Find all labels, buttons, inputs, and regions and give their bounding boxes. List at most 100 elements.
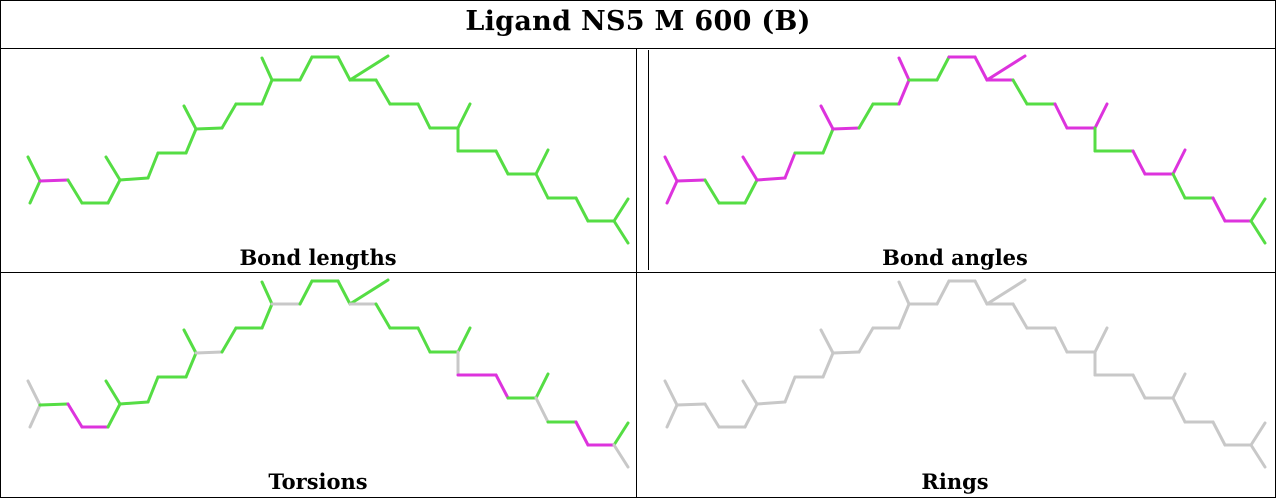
bond-lengths-bond — [194, 126, 224, 131]
torsions-bond — [612, 421, 630, 447]
bond-angles-bond — [831, 126, 861, 131]
bond-angles-bond — [703, 178, 721, 205]
rings-bond — [1131, 373, 1147, 400]
bond-lengths-bond — [298, 55, 314, 82]
torsions-bond — [260, 280, 274, 306]
bond-lengths-bond — [612, 219, 630, 245]
torsions-bond — [106, 402, 122, 429]
bond-angles-bond — [821, 127, 835, 155]
rings-bond — [973, 279, 989, 306]
bond-angles-bond — [1249, 219, 1267, 245]
rings-bond — [821, 351, 835, 379]
torsions-bond — [26, 379, 42, 407]
rings-bond — [819, 328, 835, 355]
bond-lengths-bond — [106, 178, 122, 205]
bond-lengths-bond — [26, 155, 42, 183]
bond-lengths-bond — [38, 178, 70, 183]
bond-angles-bond — [743, 178, 759, 205]
bond-lengths-bond — [260, 56, 274, 82]
molecule-rings — [663, 278, 1267, 469]
bond-lengths-bond — [182, 104, 198, 131]
bond-lengths-bond — [574, 196, 590, 223]
bond-angles-bond — [857, 102, 875, 130]
torsions-bond — [336, 279, 352, 306]
torsions-bond — [28, 403, 42, 429]
torsions-bond — [146, 375, 160, 404]
rings-bond — [831, 350, 861, 355]
rings-bond — [1171, 372, 1187, 400]
torsions-bond — [374, 302, 392, 330]
torsions-bond — [456, 326, 472, 354]
torsions-bond — [348, 278, 390, 306]
panel-label-torsions: Torsions — [268, 469, 368, 494]
bond-lengths-bond — [534, 172, 550, 200]
bond-angles-bond — [1011, 78, 1029, 106]
torsions-bond — [194, 350, 224, 355]
rings-bond — [783, 375, 797, 404]
rings-bond — [857, 326, 875, 354]
bond-angles-bond — [663, 155, 679, 183]
bond-lengths-bond — [184, 127, 198, 155]
rings-bond — [1011, 302, 1029, 330]
molecule-bond-lengths — [26, 54, 630, 245]
torsions-bond — [494, 373, 510, 400]
bond-angles-bond — [973, 55, 989, 82]
bond-lengths-bond — [534, 148, 550, 176]
bond-lengths-bond — [104, 155, 122, 182]
molecule-torsions — [26, 278, 630, 469]
rings-bond — [755, 400, 787, 406]
torsions-bond — [220, 326, 238, 354]
torsions-bond — [612, 443, 630, 469]
rings-bond — [1249, 443, 1267, 469]
rings-bond — [703, 402, 721, 429]
bond-angles-bond — [675, 178, 707, 183]
bond-lengths-bond — [220, 102, 238, 130]
bond-angles-bond — [1211, 196, 1227, 223]
torsions-bond — [38, 402, 70, 407]
rings-bond — [741, 379, 759, 406]
bond-angles-bond — [783, 151, 797, 180]
torsions-bond — [260, 302, 274, 330]
bond-angles-bond — [1131, 149, 1147, 176]
rings-bond — [1093, 326, 1109, 354]
panel-label-rings: Rings — [921, 469, 989, 494]
torsions-bond — [184, 351, 198, 379]
rings-bond — [897, 280, 911, 306]
torsions-bond — [534, 396, 550, 424]
bond-lengths-bond — [28, 179, 42, 205]
bond-lengths-bond — [494, 149, 510, 176]
rings-bond — [663, 379, 679, 407]
panel-label-bond-angles: Bond angles — [882, 245, 1028, 270]
bond-angles-bond — [1093, 102, 1109, 130]
bond-lengths-bond — [374, 78, 392, 106]
torsions-bond — [118, 400, 150, 406]
bond-angles-bond — [985, 54, 1027, 82]
torsions-bond — [104, 379, 122, 406]
bond-lengths-bond — [416, 102, 432, 130]
torsions-bond — [574, 420, 590, 447]
torsions-bond — [182, 328, 198, 355]
rings-bond — [1171, 396, 1187, 424]
rings-bond — [743, 402, 759, 429]
bond-angles-bond — [897, 56, 911, 82]
bond-lengths-bond — [336, 55, 352, 82]
bond-lengths-bond — [66, 178, 84, 205]
molecule-bond-angles — [663, 54, 1267, 245]
torsions-bond — [66, 402, 84, 429]
bond-angles-bond — [897, 78, 911, 106]
rings-bond — [1249, 421, 1267, 447]
bond-angles-bond — [819, 104, 835, 131]
bond-angles-bond — [1171, 172, 1187, 200]
torsions-bond — [298, 279, 314, 306]
bond-lengths-bond — [612, 197, 630, 223]
bond-angles-bond — [935, 55, 951, 82]
rings-bond — [1211, 420, 1227, 447]
torsions-bond — [534, 372, 550, 400]
rings-bond — [897, 302, 911, 330]
bond-lengths-bond — [456, 102, 472, 130]
rings-bond — [985, 278, 1027, 306]
rings-bond — [935, 279, 951, 306]
bond-angles-bond — [665, 179, 679, 205]
rings-bond — [1053, 326, 1069, 354]
